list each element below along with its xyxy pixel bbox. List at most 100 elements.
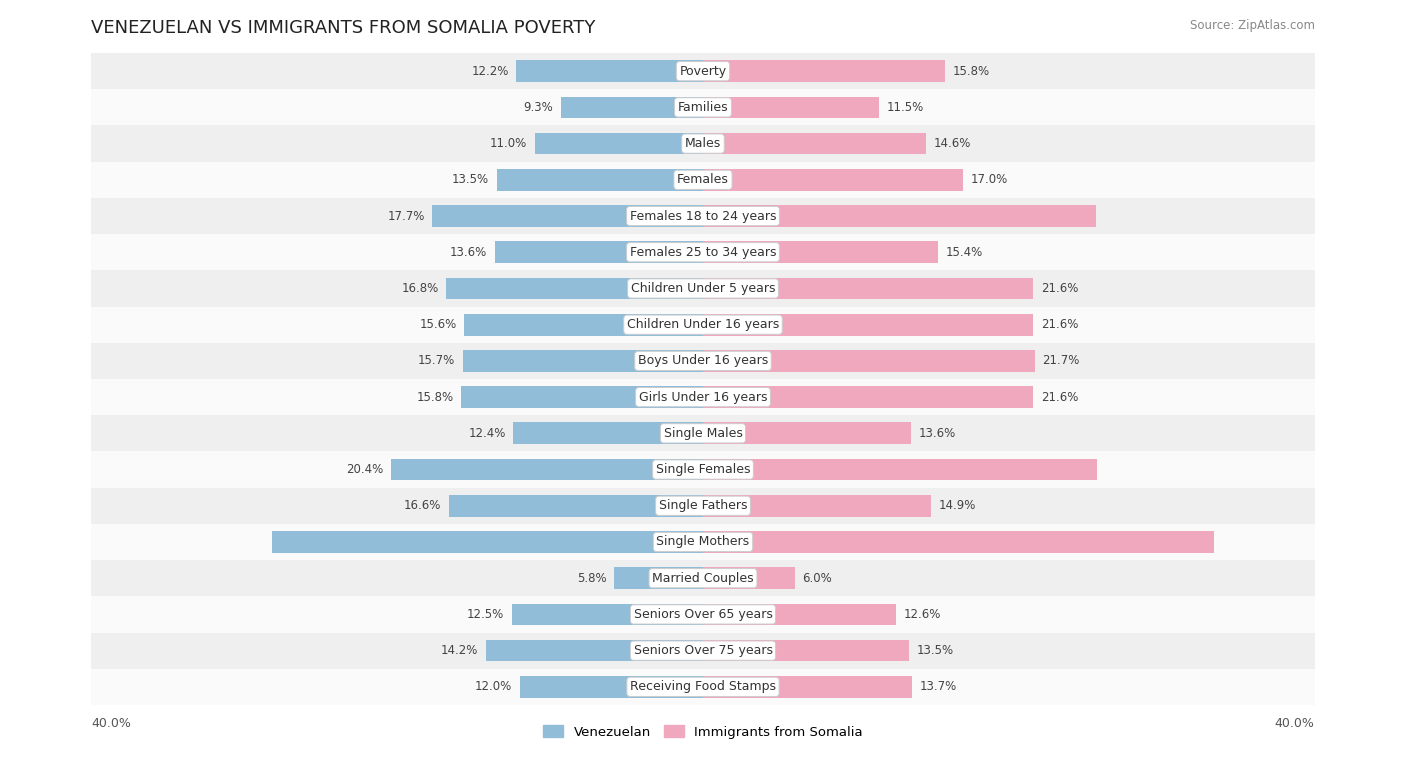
Text: Single Females: Single Females bbox=[655, 463, 751, 476]
Bar bbox=[463, 350, 703, 371]
Bar bbox=[91, 306, 1315, 343]
Bar bbox=[91, 560, 1315, 597]
Text: Single Males: Single Males bbox=[664, 427, 742, 440]
Bar bbox=[703, 314, 1033, 336]
Text: 13.6%: 13.6% bbox=[918, 427, 956, 440]
Text: 9.3%: 9.3% bbox=[523, 101, 553, 114]
Text: 12.4%: 12.4% bbox=[468, 427, 506, 440]
Text: Source: ZipAtlas.com: Source: ZipAtlas.com bbox=[1189, 19, 1315, 32]
Bar bbox=[703, 387, 1033, 408]
Bar bbox=[91, 452, 1315, 487]
Text: Females: Females bbox=[678, 174, 728, 186]
Bar bbox=[91, 487, 1315, 524]
Text: Seniors Over 75 years: Seniors Over 75 years bbox=[634, 644, 772, 657]
Bar bbox=[91, 597, 1315, 632]
Text: 13.6%: 13.6% bbox=[450, 246, 488, 258]
Text: Married Couples: Married Couples bbox=[652, 572, 754, 584]
Text: Families: Families bbox=[678, 101, 728, 114]
Bar bbox=[486, 640, 703, 662]
Text: 14.2%: 14.2% bbox=[441, 644, 478, 657]
Bar bbox=[703, 241, 938, 263]
Bar bbox=[91, 271, 1315, 306]
Bar bbox=[703, 567, 794, 589]
Text: 20.4%: 20.4% bbox=[346, 463, 384, 476]
Text: 12.0%: 12.0% bbox=[475, 681, 512, 694]
Bar bbox=[91, 379, 1315, 415]
Bar bbox=[91, 669, 1315, 705]
Text: 14.9%: 14.9% bbox=[938, 500, 976, 512]
Bar bbox=[703, 422, 911, 444]
Bar bbox=[516, 61, 703, 82]
Text: 12.6%: 12.6% bbox=[903, 608, 941, 621]
Bar bbox=[561, 96, 703, 118]
Text: 17.0%: 17.0% bbox=[970, 174, 1008, 186]
Text: Males: Males bbox=[685, 137, 721, 150]
Text: Children Under 16 years: Children Under 16 years bbox=[627, 318, 779, 331]
Bar bbox=[703, 350, 1035, 371]
Bar bbox=[91, 198, 1315, 234]
Text: 14.6%: 14.6% bbox=[934, 137, 972, 150]
Bar bbox=[703, 61, 945, 82]
Text: 40.0%: 40.0% bbox=[1275, 717, 1315, 731]
Text: 15.4%: 15.4% bbox=[946, 246, 983, 258]
Bar bbox=[91, 524, 1315, 560]
Text: Boys Under 16 years: Boys Under 16 years bbox=[638, 355, 768, 368]
Text: Receiving Food Stamps: Receiving Food Stamps bbox=[630, 681, 776, 694]
Bar bbox=[495, 241, 703, 263]
Text: 21.6%: 21.6% bbox=[1040, 282, 1078, 295]
Text: 13.5%: 13.5% bbox=[917, 644, 955, 657]
Bar bbox=[91, 343, 1315, 379]
Text: 11.0%: 11.0% bbox=[489, 137, 527, 150]
Bar bbox=[703, 495, 931, 517]
Bar bbox=[703, 169, 963, 191]
Text: 15.8%: 15.8% bbox=[952, 64, 990, 77]
Text: 5.8%: 5.8% bbox=[576, 572, 606, 584]
Bar bbox=[534, 133, 703, 155]
Text: 21.7%: 21.7% bbox=[1042, 355, 1080, 368]
Bar bbox=[391, 459, 703, 481]
Text: Girls Under 16 years: Girls Under 16 years bbox=[638, 390, 768, 403]
Bar bbox=[703, 277, 1033, 299]
Text: 11.5%: 11.5% bbox=[886, 101, 924, 114]
Text: 15.7%: 15.7% bbox=[418, 355, 456, 368]
Bar bbox=[91, 415, 1315, 452]
Bar bbox=[703, 603, 896, 625]
Text: 21.6%: 21.6% bbox=[1040, 390, 1078, 403]
Bar bbox=[91, 161, 1315, 198]
Text: VENEZUELAN VS IMMIGRANTS FROM SOMALIA POVERTY: VENEZUELAN VS IMMIGRANTS FROM SOMALIA PO… bbox=[91, 19, 596, 37]
Bar bbox=[91, 53, 1315, 89]
Text: Single Mothers: Single Mothers bbox=[657, 535, 749, 549]
Text: 13.5%: 13.5% bbox=[451, 174, 489, 186]
Bar bbox=[703, 205, 1095, 227]
Text: 25.8%: 25.8% bbox=[709, 463, 751, 476]
Text: 28.2%: 28.2% bbox=[657, 535, 697, 549]
Text: 13.7%: 13.7% bbox=[920, 681, 957, 694]
Bar bbox=[449, 495, 703, 517]
Text: 33.4%: 33.4% bbox=[709, 535, 749, 549]
Bar bbox=[271, 531, 703, 553]
Bar bbox=[496, 169, 703, 191]
Text: 6.0%: 6.0% bbox=[803, 572, 832, 584]
Text: 15.6%: 15.6% bbox=[419, 318, 457, 331]
Bar bbox=[91, 89, 1315, 126]
Bar bbox=[513, 422, 703, 444]
Text: 16.8%: 16.8% bbox=[401, 282, 439, 295]
Text: 40.0%: 40.0% bbox=[91, 717, 131, 731]
Bar bbox=[703, 676, 912, 697]
Bar bbox=[91, 126, 1315, 161]
Bar bbox=[703, 459, 1098, 481]
Text: Single Fathers: Single Fathers bbox=[659, 500, 747, 512]
Bar bbox=[614, 567, 703, 589]
Bar bbox=[703, 96, 879, 118]
Bar bbox=[433, 205, 703, 227]
Bar bbox=[91, 234, 1315, 271]
Text: Children Under 5 years: Children Under 5 years bbox=[631, 282, 775, 295]
Bar bbox=[91, 632, 1315, 669]
Bar bbox=[703, 531, 1213, 553]
Text: Poverty: Poverty bbox=[679, 64, 727, 77]
Bar bbox=[520, 676, 703, 697]
Bar bbox=[446, 277, 703, 299]
Text: Seniors Over 65 years: Seniors Over 65 years bbox=[634, 608, 772, 621]
Text: 21.6%: 21.6% bbox=[1040, 318, 1078, 331]
Text: 17.7%: 17.7% bbox=[387, 209, 425, 223]
